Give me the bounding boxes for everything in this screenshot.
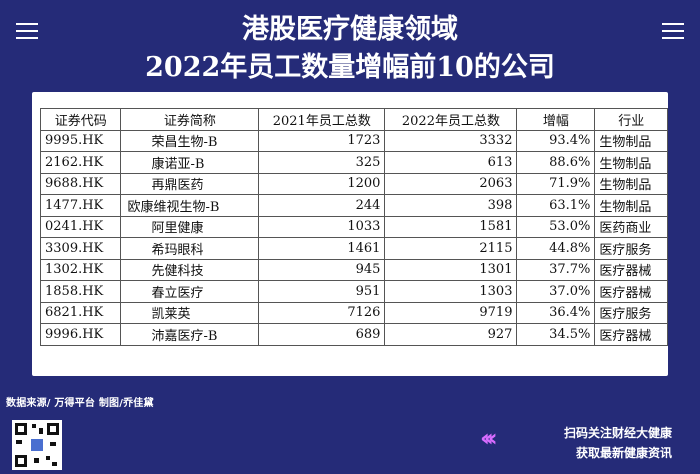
cell-2022: 1303: [384, 280, 518, 303]
cell-code: 1858.HK: [39, 280, 122, 303]
header: 港股医疗健康领域 2022年员工数量增幅前10的公司: [0, 0, 700, 90]
column-header-code: 证券代码: [39, 108, 122, 131]
cell-2021: 244: [258, 194, 386, 217]
cell-2022: 2115: [384, 237, 518, 260]
cell-code: 9996.HK: [39, 323, 122, 346]
cell-growth: 63.1%: [516, 194, 596, 217]
cell-growth: 71.9%: [516, 172, 596, 195]
cell-code: 3309.HK: [39, 237, 122, 260]
column-header-name: 证券简称: [120, 108, 260, 131]
column-header-industry: 行业: [594, 108, 668, 131]
table-row: 9995.HK 荣昌生物-B 1723 3332 93.4% 生物制品: [39, 129, 668, 152]
footer: 数据来源/ 万得平台 制图/乔佳黛 ‹‹‹ 扫码关注财经大健康 获取最新健康资讯: [0, 384, 700, 474]
cell-2022: 2063: [384, 172, 518, 195]
cell-name: 欧康维视生物-B: [120, 194, 260, 217]
cell-industry: 医疗器械: [594, 258, 668, 281]
column-header-2022: 2022年员工总数: [384, 108, 518, 131]
cell-growth: 88.6%: [516, 151, 596, 174]
source-credit: 数据来源/ 万得平台 制图/乔佳黛: [6, 398, 154, 409]
cell-2021: 945: [258, 258, 386, 281]
cell-2021: 7126: [258, 301, 386, 324]
chevron-left-icon: ‹‹‹: [480, 424, 498, 452]
cell-code: 2162.HK: [39, 151, 122, 174]
cell-name: 希玛眼科: [120, 237, 260, 260]
table-row: 2162.HK 康诺亚-B 325 613 88.6% 生物制品: [39, 151, 668, 174]
cell-industry: 医疗器械: [594, 323, 668, 346]
cell-2021: 951: [258, 280, 386, 303]
cell-code: 9995.HK: [39, 129, 122, 152]
cell-industry: 生物制品: [594, 172, 668, 195]
cell-name: 再鼎医药: [120, 172, 260, 195]
cell-name: 康诺亚-B: [120, 151, 260, 174]
cell-2021: 1033: [258, 215, 386, 238]
cell-2021: 1461: [258, 237, 386, 260]
cell-industry: 生物制品: [594, 151, 668, 174]
table-row: 1477.HK 欧康维视生物-B 244 398 63.1% 生物制品: [39, 194, 668, 217]
menu-icon[interactable]: [662, 23, 684, 39]
cell-name: 沛嘉医疗-B: [120, 323, 260, 346]
cell-2022: 398: [384, 194, 518, 217]
cell-code: 0241.HK: [39, 215, 122, 238]
cell-2022: 927: [384, 323, 518, 346]
cell-name: 凯莱英: [120, 301, 260, 324]
menu-icon[interactable]: [16, 23, 38, 39]
cell-2021: 325: [258, 151, 386, 174]
column-header-2021: 2021年员工总数: [258, 108, 386, 131]
cell-2022: 1581: [384, 215, 518, 238]
promo-text: 扫码关注财经大健康: [563, 426, 672, 440]
cell-growth: 34.5%: [516, 323, 596, 346]
cell-2021: 689: [258, 323, 386, 346]
table-row: 3309.HK 希玛眼科 1461 2115 44.8% 医疗服务: [39, 237, 668, 260]
cell-2021: 1200: [258, 172, 386, 195]
cell-code: 1477.HK: [39, 194, 122, 217]
table-row: 9688.HK 再鼎医药 1200 2063 71.9% 生物制品: [39, 172, 668, 195]
cell-growth: 44.8%: [516, 237, 596, 260]
page-title: 港股医疗健康领域: [242, 14, 458, 45]
cell-growth: 37.7%: [516, 258, 596, 281]
cell-growth: 53.0%: [516, 215, 596, 238]
cell-code: 9688.HK: [39, 172, 122, 195]
cell-industry: 医药商业: [594, 215, 668, 238]
table-row: 1858.HK 春立医疗 951 1303 37.0% 医疗器械: [39, 280, 668, 303]
cell-2022: 3332: [384, 129, 518, 152]
promo-text: 获取最新健康资讯: [575, 446, 672, 460]
cell-name: 春立医疗: [120, 280, 260, 303]
table-header-row: 证券代码 证券简称 2021年员工总数 2022年员工总数 增幅 行业: [39, 108, 668, 131]
table-row: 1302.HK 先健科技 945 1301 37.7% 医疗器械: [39, 258, 668, 281]
cell-2022: 613: [384, 151, 518, 174]
cell-industry: 生物制品: [594, 129, 668, 152]
cell-code: 6821.HK: [39, 301, 122, 324]
page-subtitle: 2022年员工数量增幅前10的公司: [145, 52, 555, 83]
cell-growth: 36.4%: [516, 301, 596, 324]
column-header-growth: 增幅: [516, 108, 596, 131]
cell-code: 1302.HK: [39, 258, 122, 281]
table-row: 0241.HK 阿里健康 1033 1581 53.0% 医药商业: [39, 215, 668, 238]
table-row: 6821.HK 凯莱英 7126 9719 36.4% 医疗服务: [39, 301, 668, 324]
cell-name: 阿里健康: [120, 215, 260, 238]
data-table: 证券代码 证券简称 2021年员工总数 2022年员工总数 增幅 行业 9995…: [39, 108, 668, 346]
qr-code-icon[interactable]: [12, 420, 62, 470]
cell-growth: 93.4%: [516, 129, 596, 152]
cell-name: 荣昌生物-B: [120, 129, 260, 152]
cell-industry: 生物制品: [594, 194, 668, 217]
cell-industry: 医疗服务: [594, 237, 668, 260]
cell-growth: 37.0%: [516, 280, 596, 303]
cell-industry: 医疗服务: [594, 301, 668, 324]
table-panel: 证券代码 证券简称 2021年员工总数 2022年员工总数 增幅 行业 9995…: [32, 92, 668, 376]
cell-industry: 医疗器械: [594, 280, 668, 303]
cell-2022: 9719: [384, 301, 518, 324]
cell-2022: 1301: [384, 258, 518, 281]
table-row: 9996.HK 沛嘉医疗-B 689 927 34.5% 医疗器械: [39, 323, 668, 346]
cell-2021: 1723: [258, 129, 386, 152]
cell-name: 先健科技: [120, 258, 260, 281]
